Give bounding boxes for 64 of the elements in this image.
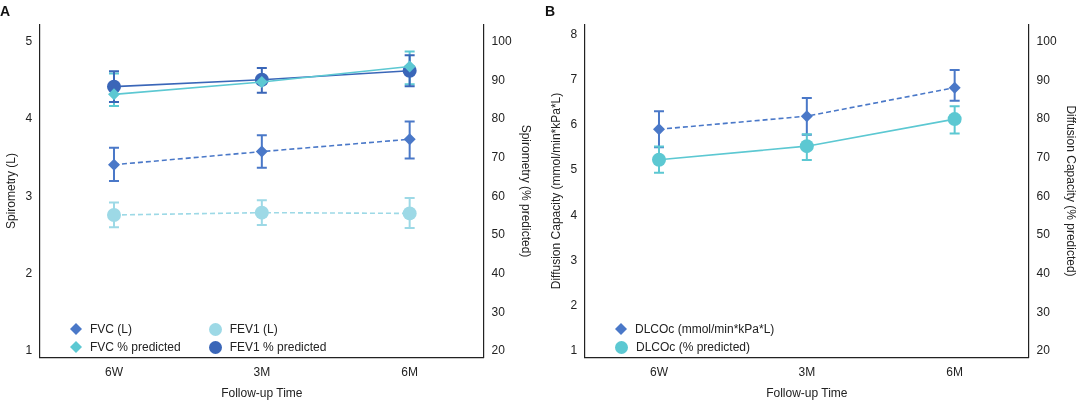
x-axis-title: Follow-up Time xyxy=(221,386,303,401)
y-tick-label: 5 xyxy=(25,34,33,49)
y2-tick-label: 50 xyxy=(1036,227,1051,242)
y2-tick-label: 40 xyxy=(1036,266,1051,281)
y2-tick-label: 80 xyxy=(491,111,506,126)
y2-tick-label: 30 xyxy=(491,304,506,319)
point xyxy=(651,152,666,167)
point xyxy=(255,145,268,158)
y2-axis-title: Diffusion Capacity (% predicted) xyxy=(1064,105,1079,277)
chart-title: B xyxy=(545,3,556,20)
y2-tick-label: 80 xyxy=(1036,111,1051,126)
y-axis-title: Diffusion Capacity (mmol/min*kPa*L) xyxy=(548,92,563,290)
x-tick-label: 6W xyxy=(104,364,124,379)
y2-tick-label: 30 xyxy=(1036,304,1051,319)
x-tick-label: 6M xyxy=(946,364,963,379)
y-tick-label: 2 xyxy=(25,266,33,281)
y2-tick-label: 70 xyxy=(1036,150,1051,165)
x-tick-label: 6M xyxy=(401,364,418,379)
y-tick-label: 4 xyxy=(25,111,33,126)
y2-tick-label: 60 xyxy=(491,188,506,203)
y-tick-label: 4 xyxy=(570,207,578,222)
x-axis-title: Follow-up Time xyxy=(766,386,848,401)
point xyxy=(255,76,268,88)
y-tick-label: 3 xyxy=(570,252,578,267)
y2-tick-label: 20 xyxy=(1036,343,1051,358)
point xyxy=(107,88,120,101)
y2-axis-title: Spirometry (% predicted) xyxy=(519,124,534,258)
y2-tick-label: 40 xyxy=(491,266,506,281)
y-axis-title: Spirometry (L) xyxy=(3,152,18,230)
point xyxy=(402,206,417,221)
point xyxy=(799,139,814,154)
point xyxy=(947,112,962,127)
x-tick-label: 3M xyxy=(798,364,816,379)
point xyxy=(403,60,416,73)
legend-label: DLCOc (mmol/min*kPa*L) xyxy=(635,322,775,336)
y2-tick-label: 60 xyxy=(1036,188,1051,203)
point xyxy=(254,205,269,220)
legend-label: FEV1 (L) xyxy=(229,322,278,336)
legend-label: FVC % predicted xyxy=(90,340,181,354)
y-tick-label: 3 xyxy=(25,188,33,203)
y2-tick-label: 90 xyxy=(1036,72,1051,87)
y2-tick-label: 50 xyxy=(491,227,506,242)
y-tick-label: 5 xyxy=(570,162,578,177)
y-tick-label: 8 xyxy=(570,26,578,41)
y2-tick-label: 20 xyxy=(491,343,506,358)
legend-label: DLCOc (% predicted) xyxy=(636,340,751,354)
x-tick-label: 3M xyxy=(253,364,271,379)
y-tick-label: 1 xyxy=(25,343,33,358)
legend-label: FEV1 % predicted xyxy=(229,340,327,354)
x-tick-label: 6W xyxy=(649,364,669,379)
point xyxy=(800,110,813,123)
y-tick-label: 7 xyxy=(570,71,578,86)
y2-tick-label: 100 xyxy=(1036,34,1057,49)
point xyxy=(948,81,961,94)
point xyxy=(403,133,416,146)
y-tick-label: 6 xyxy=(570,117,578,132)
point xyxy=(106,207,121,222)
y2-tick-label: 70 xyxy=(491,150,506,165)
legend-label: FVC (L) xyxy=(90,322,132,336)
chart-title: A xyxy=(0,3,11,20)
y2-tick-label: 90 xyxy=(491,72,506,87)
y2-tick-label: 100 xyxy=(491,34,512,49)
y-tick-label: 2 xyxy=(570,297,578,312)
y-tick-label: 1 xyxy=(570,343,578,358)
